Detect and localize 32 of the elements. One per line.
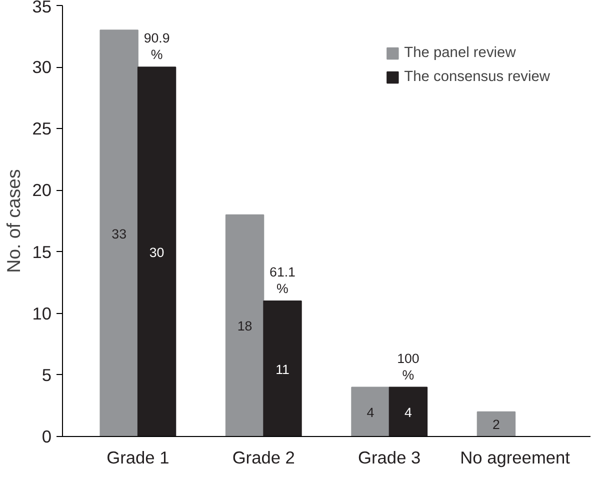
bar xyxy=(225,214,264,436)
data-label: 33 xyxy=(112,226,126,242)
y-axis-title: No. of cases xyxy=(3,169,24,273)
bar xyxy=(351,386,390,436)
x-tick-label: Grade 2 xyxy=(232,448,295,468)
y-tick-label: 15 xyxy=(32,242,52,262)
y-tick-label: 5 xyxy=(42,364,52,385)
y-tick-label: 20 xyxy=(32,180,52,200)
bar xyxy=(388,386,428,436)
data-label: 4 xyxy=(366,404,375,420)
data-label: 18 xyxy=(237,318,252,334)
bar xyxy=(476,411,516,436)
y-tick-label: 30 xyxy=(32,57,52,78)
bar xyxy=(263,300,302,436)
y-tick-label: 10 xyxy=(32,303,52,324)
bar xyxy=(100,30,138,436)
legend-label: The panel review xyxy=(404,45,516,61)
x-tick-label: Grade 1 xyxy=(106,448,170,468)
legend-label: The consensus review xyxy=(404,69,550,85)
x-tick-label: No agreement xyxy=(460,448,570,468)
data-label: 4 xyxy=(404,404,413,420)
annotation: 100 % xyxy=(397,350,420,382)
y-tick-label: 25 xyxy=(32,118,52,139)
y-tick-label: 35 xyxy=(32,0,52,16)
bar xyxy=(137,66,176,436)
data-label: 30 xyxy=(149,244,164,260)
y-tick-label: 0 xyxy=(42,426,52,446)
data-label: 2 xyxy=(492,417,500,432)
x-tick-label: Grade 3 xyxy=(358,448,421,468)
annotation: 90.9 % xyxy=(144,30,170,62)
data-label: 11 xyxy=(276,362,290,377)
annotation: 61.1 % xyxy=(270,264,296,296)
